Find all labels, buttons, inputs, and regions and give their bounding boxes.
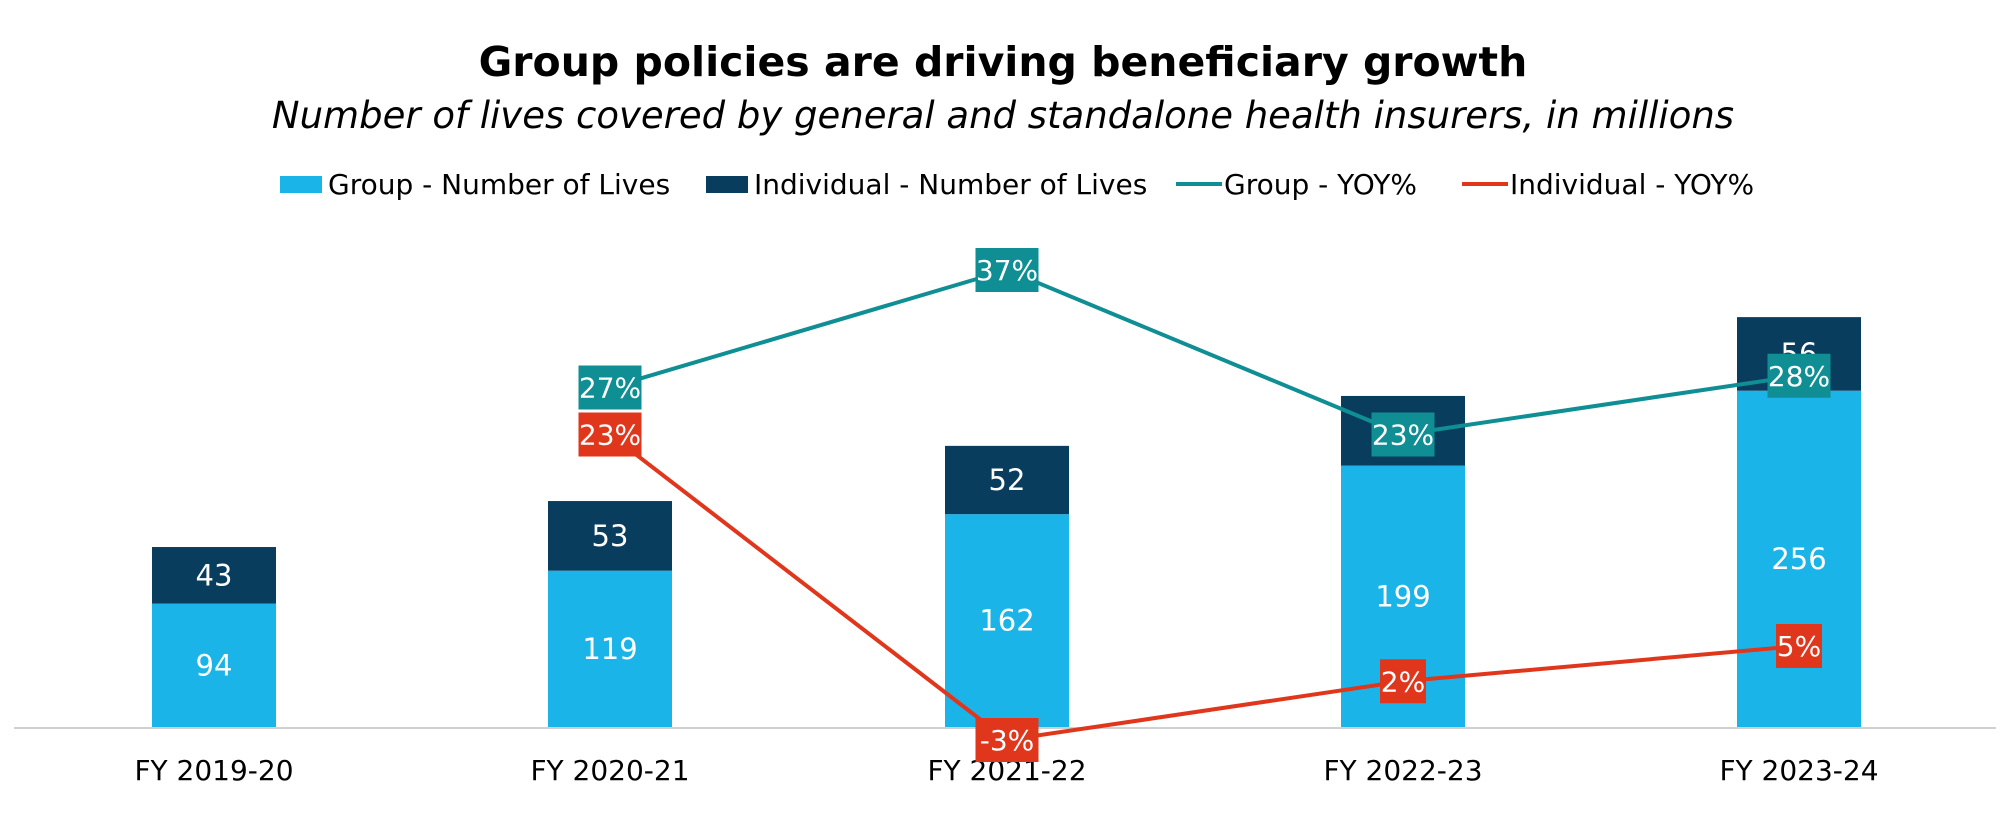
line-label-box-individual-yoy-fy-2022-23 (1380, 659, 1426, 704)
bar-group-number-of-lives-fy-2019-20 (152, 603, 276, 727)
legend-label-individual-number-of-lives: Individual - Number of Lives (754, 168, 1147, 201)
x-tick-label-fy-2022-23: FY 2022-23 (1323, 754, 1482, 787)
legend-swatch-individual-number-of-lives (706, 176, 748, 193)
x-tick-label-fy-2020-21: FY 2020-21 (530, 754, 689, 787)
bar-group-number-of-lives-fy-2021-22 (945, 514, 1069, 727)
bar-value-label-individual-number-of-lives-fy-2021-22: 52 (989, 463, 1026, 497)
bar-value-label-group-number-of-lives-fy-2023-24: 256 (1771, 542, 1826, 576)
legend-label-individual-yoy: Individual - YOY% (1510, 168, 1754, 201)
line-group-yoy (609, 268, 1800, 437)
line-label-box-group-yoy-fy-2021-22 (975, 248, 1039, 292)
bar-group-number-of-lives-fy-2020-21 (548, 570, 672, 727)
bar-individual-number-of-lives-fy-2020-21 (548, 501, 672, 571)
line-label-individual-yoy-fy-2022-23: 2% (1381, 665, 1425, 698)
line-label-box-individual-yoy-fy-2020-21 (578, 412, 642, 457)
bar-value-label-individual-number-of-lives-fy-2019-20: 43 (196, 558, 233, 592)
line-label-group-yoy-fy-2022-23: 23% (1372, 419, 1434, 452)
line-label-individual-yoy-fy-2021-22: -3% (980, 724, 1035, 757)
line-label-box-group-yoy-fy-2020-21 (578, 365, 642, 410)
line-label-group-yoy-fy-2023-24: 28% (1768, 360, 1830, 393)
bar-value-label-group-number-of-lives-fy-2021-22: 162 (979, 604, 1034, 638)
x-tick-label-fy-2023-24: FY 2023-24 (1719, 754, 1878, 787)
line-label-box-individual-yoy-fy-2023-24 (1776, 624, 1822, 668)
line-label-group-yoy-fy-2020-21: 27% (579, 372, 641, 405)
line-label-box-group-yoy-fy-2023-24 (1767, 353, 1831, 398)
line-label-individual-yoy-fy-2020-21: 23% (579, 419, 641, 452)
bar-individual-number-of-lives-fy-2019-20 (152, 547, 276, 604)
bar-value-label-group-number-of-lives-fy-2022-23: 199 (1375, 579, 1430, 613)
line-label-box-group-yoy-fy-2022-23 (1371, 412, 1435, 457)
line-label-individual-yoy-fy-2023-24: 5% (1777, 630, 1821, 663)
bar-individual-number-of-lives-fy-2021-22 (945, 445, 1069, 515)
bar-value-label-group-number-of-lives-fy-2019-20: 94 (196, 648, 233, 682)
line-individual-yoy (608, 432, 1800, 742)
chart-subtitle: Number of lives covered by general and s… (271, 94, 1735, 137)
bar-group-number-of-lives-fy-2023-24 (1737, 390, 1861, 727)
x-tick-label-fy-2019-20: FY 2019-20 (134, 754, 293, 787)
legend-swatch-group-number-of-lives (280, 176, 322, 193)
line-label-box-individual-yoy-fy-2021-22 (975, 718, 1039, 762)
legend-label-group-yoy: Group - YOY% (1224, 168, 1417, 201)
legend-label-group-number-of-lives: Group - Number of Lives (328, 168, 670, 201)
chart-title: Group policies are driving beneficiary g… (478, 38, 1528, 86)
bar-value-label-individual-number-of-lives-fy-2020-21: 53 (592, 519, 629, 553)
line-label-group-yoy-fy-2021-22: 37% (976, 254, 1038, 287)
bar-value-label-group-number-of-lives-fy-2020-21: 119 (582, 632, 637, 666)
